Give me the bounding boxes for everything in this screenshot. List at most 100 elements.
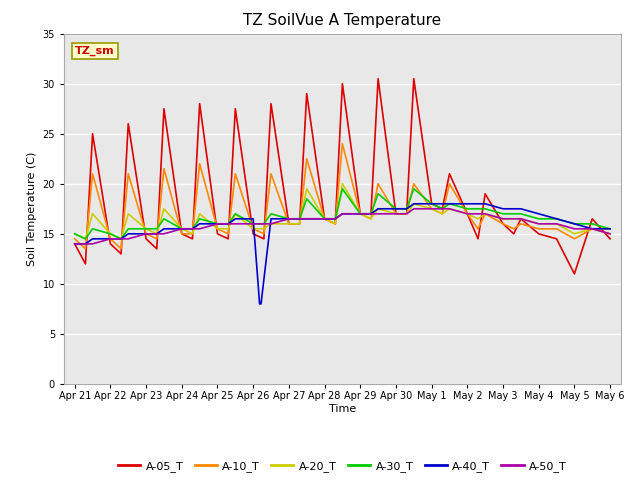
A-30_T [232, 211, 239, 216]
A-05_T [153, 246, 161, 252]
A-50_T [428, 206, 435, 212]
A-50_T [332, 216, 339, 222]
A-05_T [232, 106, 239, 111]
A-10_T [196, 161, 204, 167]
A-20_T [153, 231, 161, 237]
A-10_T [189, 231, 196, 237]
A-05_T [285, 221, 292, 227]
A-30_T [214, 221, 221, 227]
A-10_T [445, 181, 453, 187]
A-30_T [178, 226, 186, 232]
Line: A-20_T: A-20_T [75, 184, 610, 239]
A-05_T [428, 201, 435, 207]
A-30_T [332, 216, 339, 222]
A-10_T [142, 231, 150, 237]
A-20_T [106, 231, 114, 237]
A-50_T [606, 231, 614, 237]
A-05_T [510, 231, 518, 237]
A-20_T [410, 201, 418, 207]
A-20_T [510, 216, 518, 222]
A-20_T [588, 226, 596, 232]
A-40_T [428, 201, 435, 207]
A-40_T [296, 216, 303, 222]
A-30_T [106, 231, 114, 237]
A-30_T [570, 221, 578, 227]
A-50_T [463, 211, 471, 216]
A-30_T [160, 216, 168, 222]
X-axis label: Time: Time [329, 404, 356, 414]
A-10_T [117, 246, 125, 252]
A-40_T [588, 226, 596, 232]
A-50_T [81, 241, 89, 247]
A-30_T [445, 201, 453, 207]
A-30_T [535, 216, 543, 222]
A-05_T [250, 231, 257, 237]
A-10_T [367, 216, 375, 222]
A-05_T [81, 261, 89, 267]
A-10_T [285, 221, 292, 227]
A-05_T [517, 216, 525, 222]
A-40_T [257, 301, 265, 307]
A-10_T [106, 236, 114, 242]
A-20_T [260, 226, 268, 232]
A-50_T [71, 241, 79, 247]
A-30_T [321, 216, 328, 222]
A-50_T [392, 211, 400, 216]
A-40_T [117, 236, 125, 242]
A-50_T [510, 216, 518, 222]
A-40_T [392, 206, 400, 212]
A-50_T [260, 221, 268, 227]
A-30_T [250, 221, 257, 227]
A-50_T [588, 226, 596, 232]
A-20_T [285, 221, 292, 227]
A-20_T [332, 221, 339, 227]
A-20_T [81, 236, 89, 242]
A-40_T [267, 216, 275, 222]
A-05_T [89, 131, 97, 137]
A-05_T [142, 236, 150, 242]
A-20_T [403, 211, 410, 216]
A-10_T [374, 181, 382, 187]
A-40_T [285, 216, 292, 222]
A-30_T [260, 221, 268, 227]
A-30_T [124, 226, 132, 232]
A-20_T [392, 211, 400, 216]
A-20_T [142, 226, 150, 232]
A-50_T [303, 216, 310, 222]
A-40_T [214, 221, 221, 227]
A-40_T [481, 201, 489, 207]
A-50_T [553, 221, 561, 227]
A-30_T [153, 226, 161, 232]
A-30_T [438, 206, 446, 212]
A-20_T [296, 221, 303, 227]
A-50_T [106, 236, 114, 242]
A-05_T [117, 251, 125, 257]
A-30_T [474, 206, 482, 212]
A-40_T [510, 206, 518, 212]
A-10_T [474, 226, 482, 232]
A-30_T [588, 221, 596, 227]
A-30_T [196, 216, 204, 222]
A-30_T [367, 211, 375, 216]
A-05_T [124, 121, 132, 127]
A-40_T [403, 206, 410, 212]
A-40_T [356, 211, 364, 216]
A-50_T [153, 231, 161, 237]
A-30_T [392, 206, 400, 212]
A-20_T [89, 211, 97, 216]
A-40_T [106, 236, 114, 242]
A-50_T [196, 226, 204, 232]
A-50_T [142, 231, 150, 237]
A-20_T [232, 211, 239, 216]
A-05_T [160, 106, 168, 111]
A-40_T [410, 201, 418, 207]
Title: TZ SoilVue A Temperature: TZ SoilVue A Temperature [243, 13, 442, 28]
A-50_T [570, 226, 578, 232]
A-20_T [570, 231, 578, 237]
A-20_T [71, 231, 79, 237]
A-10_T [553, 226, 561, 232]
A-40_T [321, 216, 328, 222]
A-30_T [510, 211, 518, 216]
A-20_T [438, 211, 446, 216]
A-50_T [481, 211, 489, 216]
